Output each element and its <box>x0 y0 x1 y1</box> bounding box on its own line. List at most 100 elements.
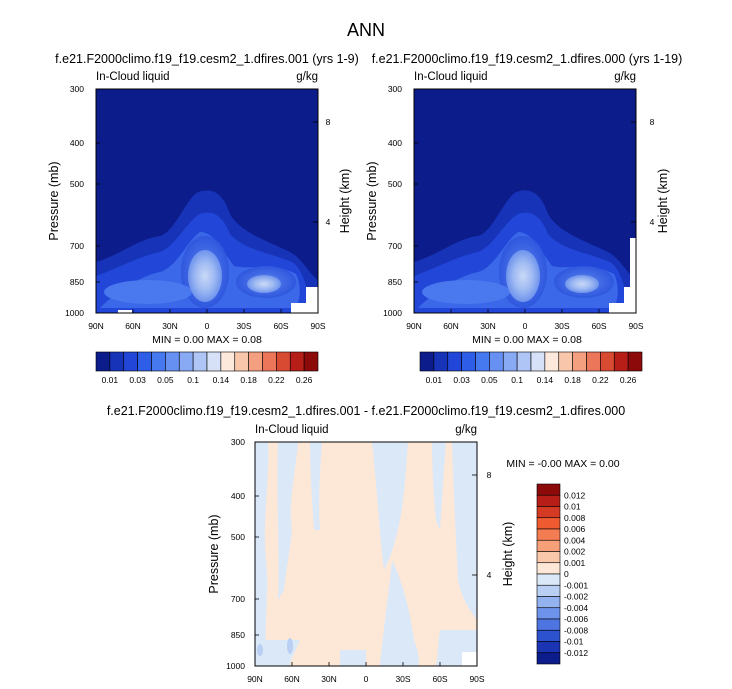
panel-b-ytick-700: 700 <box>388 241 402 251</box>
panel-a-ylabel: Pressure (mb) <box>47 161 61 240</box>
panel-a-colorbar-swatch-14 <box>289 351 305 372</box>
panel-b-xtick-60n: 60N <box>443 321 459 331</box>
panel-c-colorbar-label-8: -0.001 <box>564 580 588 590</box>
panel-c-minmax: MIN = -0.00 MAX = 0.00 <box>506 458 619 470</box>
panel-c-plot-field <box>255 442 477 666</box>
panel-c-units-label: g/kg <box>455 424 477 436</box>
panel-a-colorbar-label-4: 0.14 <box>213 375 230 385</box>
panel-a-colorbar-swatch-6 <box>178 351 194 372</box>
panel-b-ticks <box>413 88 637 314</box>
panel-c-colorbar-label-11: -0.006 <box>564 614 588 624</box>
panel-c-colorbar-swatch-3 <box>536 517 561 530</box>
panel-c-colorbar-swatch-2 <box>536 506 561 519</box>
panel-a-ytick-300: 300 <box>70 84 84 94</box>
panel-c-left-label: In-Cloud liquid <box>255 424 329 436</box>
panel-b: f.e21.F2000climo.f19_f19.cesm2_1.dfires.… <box>365 52 682 385</box>
panel-b-left-label: In-Cloud liquid <box>414 71 488 83</box>
panel-a-colorbar-swatch-13 <box>276 351 291 372</box>
panel-c-colorbar-label-9: -0.002 <box>564 592 588 602</box>
panel-a-ticks <box>95 88 319 314</box>
panel-a-ytick-850: 850 <box>70 277 84 287</box>
panel-c-xtick-0: 0 <box>364 674 369 684</box>
panel-c-colorbar-swatch-7 <box>536 562 561 575</box>
panel-c-title: f.e21.F2000climo.f19_f19.cesm2_1.dfires.… <box>107 404 625 418</box>
panel-c-colorbar-label-4: 0.004 <box>564 535 586 545</box>
panel-a-colorbar-swatch-4 <box>151 351 166 372</box>
panel-a-colorbar-label-7: 0.26 <box>296 375 313 385</box>
panel-c-ytick-300: 300 <box>231 437 245 447</box>
panel-c-colorbar-swatch-0 <box>536 483 561 496</box>
panel-b-ylabel: Pressure (mb) <box>365 161 379 240</box>
panel-c: f.e21.F2000climo.f19_f19.cesm2_1.dfires.… <box>107 404 625 684</box>
panel-b-xtick-30s: 30S <box>554 321 569 331</box>
panel-a-ytick-500: 500 <box>70 179 84 189</box>
panel-b-colorbar-label-6: 0.22 <box>592 375 609 385</box>
panel-b-xtick-90s: 90S <box>628 321 643 331</box>
panel-b-units-label: g/kg <box>614 71 636 83</box>
figure-title: ANN <box>347 20 385 40</box>
panel-c-colorbar-label-6: 0.001 <box>564 558 586 568</box>
panel-c-xtick-30s: 30S <box>395 674 410 684</box>
panel-b-ytick-300: 300 <box>388 84 402 94</box>
panel-c-ytick-right-4: 4 <box>487 570 492 580</box>
panel-c-colorbar-label-5: 0.002 <box>564 547 586 557</box>
panel-b-colorbar-swatch-9 <box>544 351 560 372</box>
panel-c-colorbar-label-3: 0.006 <box>564 524 586 534</box>
panel-c-ytick-1000: 1000 <box>226 661 245 671</box>
panel-b-colorbar-swatch-12 <box>586 351 601 372</box>
panel-c-colorbar-swatch-5 <box>536 539 561 552</box>
panel-a-colorbar-swatch-11 <box>248 351 263 372</box>
panel-b-ylabel-right: Height (km) <box>656 169 670 234</box>
panel-a-colorbar-swatch-2 <box>123 351 138 372</box>
panel-c-ytick-400: 400 <box>231 491 245 501</box>
panel-b-colorbar-swatch-7 <box>516 351 532 372</box>
panel-a-colorbar-label-6: 0.22 <box>268 375 285 385</box>
panel-a-xtick-0: 0 <box>205 321 210 331</box>
panel-a-units-label: g/kg <box>296 71 318 83</box>
panel-a-colorbar-swatch-3 <box>137 351 152 372</box>
panel-a-minmax: MIN = 0.00 MAX = 0.08 <box>152 334 262 346</box>
panel-a-colorbar-label-5: 0.18 <box>240 375 257 385</box>
panel-c-colorbar-swatch-15 <box>536 652 561 665</box>
panel-a-colorbar: 0.01 0.03 0.05 0.1 0.14 0.18 0.22 0.26 <box>95 351 319 385</box>
panel-c-ylabel-right: Height (km) <box>501 522 515 587</box>
panel-a-ytick-400: 400 <box>70 138 84 148</box>
panel-c-colorbar-swatch-4 <box>536 528 561 541</box>
panel-a-colorbar-label-0: 0.01 <box>102 375 119 385</box>
panel-c-ylabel: Pressure (mb) <box>207 514 221 593</box>
panel-b-colorbar-swatch-10 <box>558 351 573 372</box>
panel-c-ytick-850: 850 <box>231 630 245 640</box>
panel-a-colorbar-swatch-8 <box>206 351 222 372</box>
panel-b-colorbar-swatch-13 <box>600 351 615 372</box>
panel-b-ytick-400: 400 <box>388 138 402 148</box>
panel-b-ytick-850: 850 <box>388 277 402 287</box>
panel-b-xtick-60s: 60S <box>591 321 606 331</box>
panel-c-ytick-500: 500 <box>231 532 245 542</box>
panel-a-xtick-30n: 30N <box>162 321 178 331</box>
panel-b-colorbar-swatch-15 <box>627 351 643 372</box>
panel-a-colorbar-swatch-5 <box>165 351 180 372</box>
panel-c-colorbar-label-1: 0.01 <box>564 502 581 512</box>
panel-a-colorbar-swatch-9 <box>220 351 236 372</box>
panel-a-xtick-30s: 30S <box>236 321 251 331</box>
panel-c-colorbar-swatch-9 <box>536 584 561 597</box>
panel-b-colorbar-label-4: 0.14 <box>537 375 554 385</box>
panel-a-colorbar-swatch-0 <box>95 351 111 372</box>
panel-b-colorbar-swatch-1 <box>433 351 449 372</box>
panel-a-colorbar-swatch-12 <box>262 351 277 372</box>
panel-a-colorbar-swatch-10 <box>234 351 249 372</box>
panel-c-colorbar-label-14: -0.012 <box>564 648 588 658</box>
panel-c-xtick-90n: 90N <box>247 674 263 684</box>
panel-b-colorbar-swatch-11 <box>572 351 587 372</box>
panel-b-colorbar-swatch-14 <box>613 351 629 372</box>
panel-a-colorbar-label-2: 0.05 <box>157 375 174 385</box>
panel-b-colorbar-swatch-0 <box>419 351 435 372</box>
panel-b-ytick-right-4: 4 <box>650 217 655 227</box>
panel-c-colorbar-label-13: -0.01 <box>564 637 584 647</box>
panel-c-colorbar: 0.0120.010.0080.0060.0040.0020.0010-0.00… <box>536 483 588 665</box>
panel-b-title: f.e21.F2000climo.f19_f19.cesm2_1.dfires.… <box>372 52 683 66</box>
panel-a-ytick-1000: 1000 <box>65 308 84 318</box>
panel-c-xtick-90s: 90S <box>469 674 484 684</box>
panel-b-ytick-500: 500 <box>388 179 402 189</box>
panel-b-colorbar-label-5: 0.18 <box>564 375 581 385</box>
